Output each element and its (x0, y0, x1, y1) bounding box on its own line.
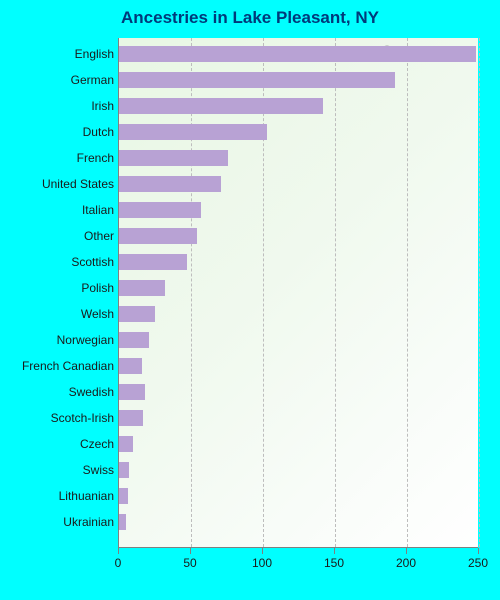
x-tick (478, 548, 479, 554)
x-tick-label: 100 (252, 556, 272, 570)
y-category-label: Swiss (12, 462, 114, 478)
x-tick-label: 50 (183, 556, 196, 570)
bar (119, 254, 187, 270)
bar (119, 280, 165, 296)
bar (119, 358, 142, 374)
bar (119, 384, 145, 400)
bar (119, 150, 228, 166)
bar (119, 176, 221, 192)
y-category-label: Dutch (12, 124, 114, 140)
x-tick-label: 250 (468, 556, 488, 570)
y-category-label: Czech (12, 436, 114, 452)
bar (119, 488, 128, 504)
gridline (263, 38, 264, 547)
bar (119, 306, 155, 322)
chart-title: Ancestries in Lake Pleasant, NY (12, 8, 488, 28)
x-tick-label: 150 (324, 556, 344, 570)
y-category-label: Other (12, 228, 114, 244)
y-category-label: Italian (12, 202, 114, 218)
y-category-label: Norwegian (12, 332, 114, 348)
y-category-label: French Canadian (12, 358, 114, 374)
bar (119, 462, 129, 478)
gridline (479, 38, 480, 547)
x-tick-label: 200 (396, 556, 416, 570)
page: Ancestries in Lake Pleasant, NY City-Dat… (0, 0, 500, 600)
chart-plot: City-Data.com 0 50 100 150 200 250 English Germ… (12, 36, 488, 576)
x-tick (334, 548, 335, 554)
bar (119, 410, 143, 426)
y-category-label: United States (12, 176, 114, 192)
x-tick (406, 548, 407, 554)
y-category-label: Polish (12, 280, 114, 296)
gridline (335, 38, 336, 547)
bar (119, 228, 197, 244)
y-category-label: Scottish (12, 254, 114, 270)
y-category-label: English (12, 46, 114, 62)
gridline (407, 38, 408, 547)
bar (119, 514, 126, 530)
y-category-label: Swedish (12, 384, 114, 400)
bar (119, 98, 323, 114)
x-tick (190, 548, 191, 554)
y-category-label: Lithuanian (12, 488, 114, 504)
x-tick-label: 0 (115, 556, 122, 570)
bar (119, 332, 149, 348)
plot-area: City-Data.com (118, 38, 478, 548)
y-category-label: Welsh (12, 306, 114, 322)
x-tick (262, 548, 263, 554)
bar (119, 72, 395, 88)
y-category-label: French (12, 150, 114, 166)
y-category-label: German (12, 72, 114, 88)
x-tick (118, 548, 119, 554)
bar (119, 46, 476, 62)
bar (119, 202, 201, 218)
bar (119, 124, 267, 140)
y-category-label: Irish (12, 98, 114, 114)
bar (119, 436, 133, 452)
y-category-label: Scotch-Irish (12, 410, 114, 426)
y-category-label: Ukrainian (12, 514, 114, 530)
gridline (191, 38, 192, 547)
